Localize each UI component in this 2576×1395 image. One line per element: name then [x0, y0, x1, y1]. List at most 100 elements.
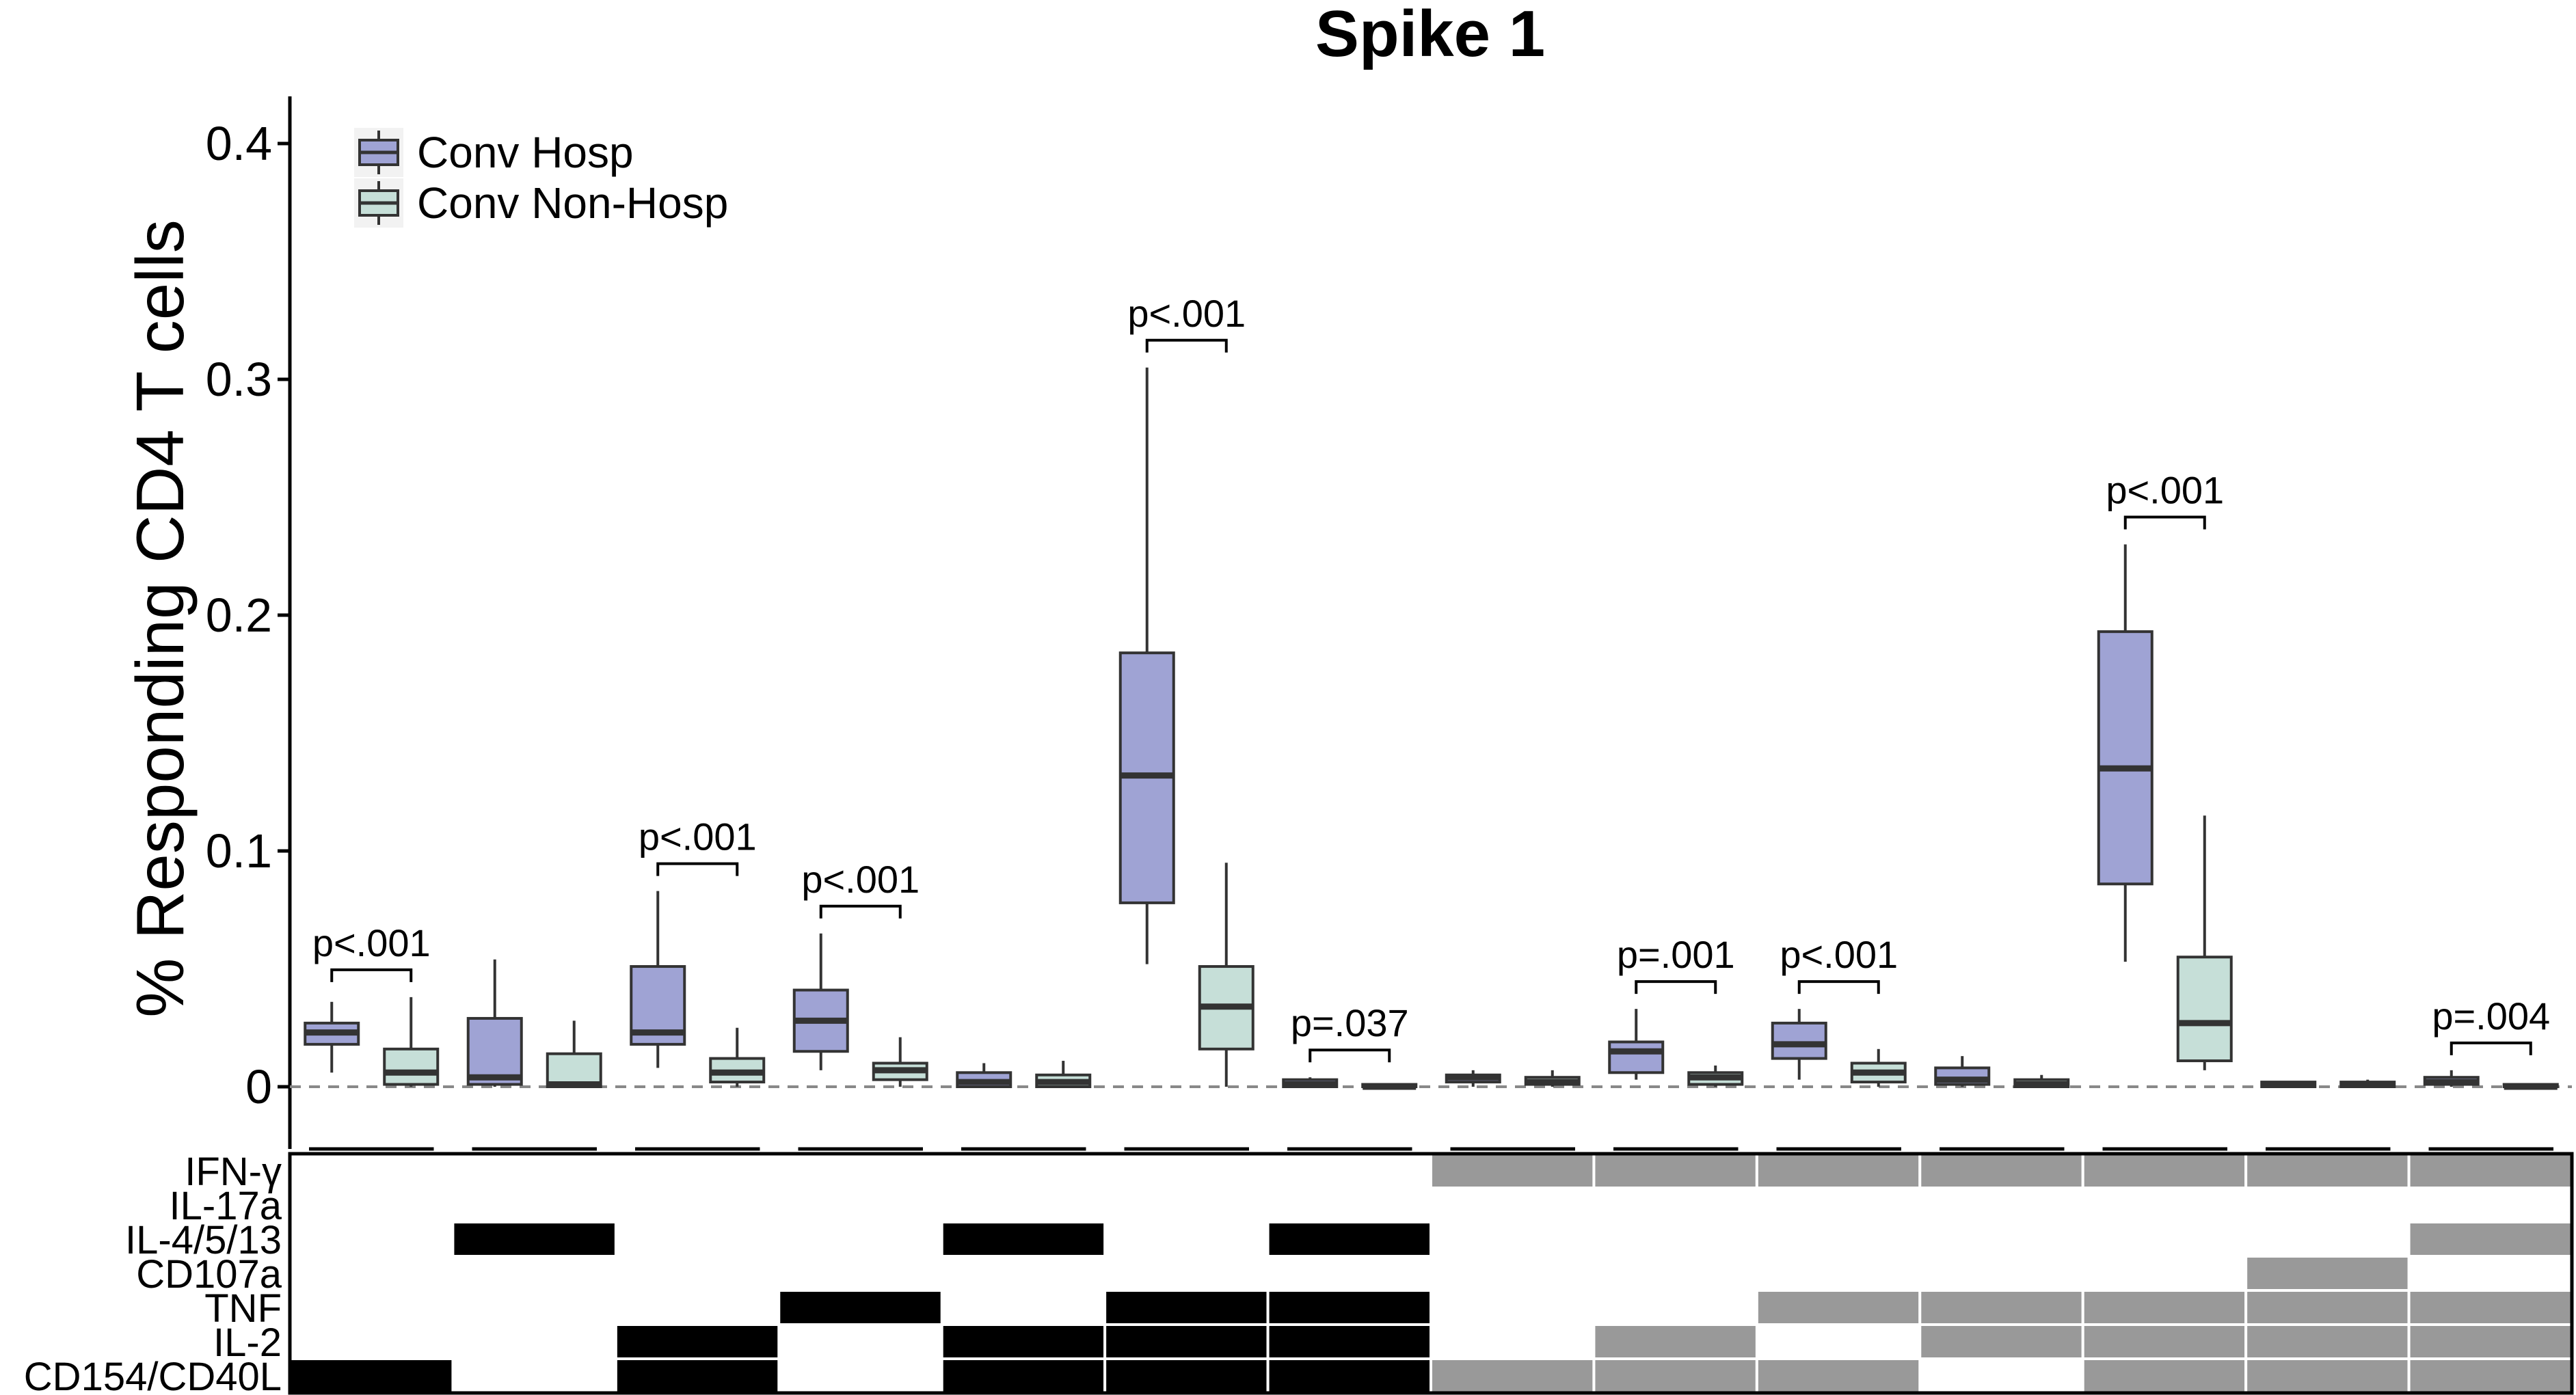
matrix-cell — [1103, 1357, 1270, 1394]
significance-bracket — [1635, 980, 1717, 994]
matrix-frame — [288, 1152, 2574, 1395]
significance-bracket — [1797, 980, 1880, 994]
matrix-cell — [2407, 1323, 2574, 1360]
matrix-row-label: IL-4/5/13 — [125, 1218, 282, 1262]
significance-bracket — [656, 862, 739, 876]
matrix-cell — [1592, 1357, 1758, 1394]
matrix-cell — [1592, 1323, 1758, 1360]
matrix-cell — [2081, 1152, 2248, 1189]
box-body — [2097, 630, 2154, 886]
y-tick-label: 0.4 — [206, 117, 272, 170]
matrix-cell — [1266, 1221, 1432, 1258]
p-value-label: p=.001 — [1617, 933, 1735, 976]
matrix-cell — [2244, 1289, 2411, 1326]
box-body — [2176, 956, 2233, 1063]
significance-bracket — [1145, 338, 1228, 353]
legend-item: Conv Non-Hosp — [354, 178, 728, 228]
matrix-cell — [1103, 1323, 1270, 1360]
p-value-label: p<.001 — [2106, 469, 2224, 512]
matrix-cell — [2244, 1152, 2411, 1189]
matrix-cell — [2244, 1323, 2411, 1360]
p-value-label: p<.001 — [639, 815, 757, 858]
significance-bracket — [330, 968, 413, 982]
box-body — [383, 1047, 440, 1086]
matrix-cell — [1918, 1152, 2084, 1189]
significance-bracket — [1309, 1048, 1391, 1063]
matrix-cell — [2081, 1357, 2248, 1394]
box-group: p<.001 — [1771, 933, 1907, 1087]
plot-area: 0 0.1 0.2 0.3 0.4 p<.001 p<.001 p<.001 p<.001 p=… — [206, 96, 2572, 1151]
y-axis-label: % Responding CD4 T cells — [122, 219, 198, 1018]
matrix-cell — [1430, 1152, 1596, 1189]
matrix-cell — [1592, 1152, 1758, 1189]
legend-label: Conv Hosp — [417, 128, 634, 177]
box-group: p=.037 — [1282, 1001, 1418, 1090]
matrix-cell — [2244, 1255, 2411, 1292]
box-group: p=.004 — [2423, 994, 2559, 1090]
y-tick-label: 0.3 — [206, 353, 272, 406]
legend-label: Conv Non-Hosp — [417, 178, 728, 228]
matrix-cell — [1918, 1289, 2084, 1326]
y-tick-label: 0 — [245, 1060, 272, 1113]
boxplot-groups: p<.001 p<.001 p<.001 p<.001 p=.037 p=.001 p<.0… — [304, 292, 2559, 1090]
box-group: p<.001 — [1118, 292, 1255, 1087]
matrix-cell — [2407, 1289, 2574, 1326]
box-group: p<.001 — [2097, 469, 2233, 1070]
p-value-label: p<.001 — [312, 921, 431, 964]
matrix-cell — [2244, 1357, 2411, 1394]
matrix-row-label: CD107a — [136, 1252, 282, 1297]
box-body — [1771, 1021, 1827, 1060]
matrix-cell — [614, 1323, 781, 1360]
matrix-cell — [940, 1323, 1107, 1360]
matrix-cell — [2407, 1152, 2574, 1189]
box-group: p<.001 — [630, 815, 766, 1087]
matrix-cell — [1430, 1357, 1596, 1394]
box-group — [1934, 1056, 2070, 1089]
significance-bracket — [2450, 1041, 2532, 1055]
box-group — [1445, 1070, 1581, 1087]
matrix-cell — [451, 1221, 617, 1258]
matrix-cell — [2081, 1289, 2248, 1326]
y-tick-label: 0.2 — [206, 588, 272, 642]
matrix-row-label: CD154/CD40L — [24, 1355, 282, 1395]
matrix-cell — [1266, 1357, 1432, 1394]
matrix-cell — [1755, 1357, 1922, 1394]
matrix-cell — [1266, 1323, 1432, 1360]
matrix-cell — [2407, 1357, 2574, 1394]
matrix-cell — [289, 1357, 455, 1394]
matrix-row-label: IL-2 — [213, 1320, 282, 1365]
matrix-cell — [2081, 1323, 2248, 1360]
box-group: p<.001 — [792, 858, 928, 1087]
box-group — [2260, 1079, 2396, 1088]
matrix-cell — [1755, 1289, 1922, 1326]
chart-title: Spike 1 — [1315, 0, 1545, 70]
matrix-row-label: TNF — [204, 1286, 282, 1331]
matrix-row-label: IFN-γ — [185, 1150, 282, 1194]
matrix-row-label: IL-17a — [170, 1184, 282, 1228]
matrix-cell — [940, 1221, 1107, 1258]
y-tick-label: 0.1 — [206, 824, 272, 878]
matrix-cell — [614, 1357, 781, 1394]
y-axis: 0 0.1 0.2 0.3 0.4 — [206, 96, 292, 1149]
box-group: p=.001 — [1608, 933, 1744, 1087]
p-value-label: p=.004 — [2432, 994, 2550, 1038]
box-body — [1608, 1040, 1665, 1074]
box-body — [466, 1016, 523, 1086]
matrix-cell — [777, 1289, 943, 1326]
box-group — [466, 959, 602, 1088]
matrix-cell — [1103, 1289, 1270, 1326]
p-value-label: p<.001 — [1127, 292, 1246, 335]
p-value-label: p=.037 — [1291, 1001, 1409, 1044]
cytokine-matrix: IFN-γIL-17aIL-4/5/13CD107aTNFIL-2CD154/C… — [24, 1150, 2574, 1395]
box-group: p<.001 — [304, 921, 440, 1087]
box-group — [956, 1061, 1092, 1089]
matrix-cell — [2407, 1221, 2574, 1258]
matrix-cell — [1755, 1152, 1922, 1189]
significance-bracket — [2123, 515, 2206, 530]
legend-item: Conv Hosp — [354, 128, 634, 177]
matrix-cell — [1266, 1289, 1432, 1326]
significance-bracket — [819, 904, 902, 919]
matrix-cell — [1918, 1323, 2084, 1360]
